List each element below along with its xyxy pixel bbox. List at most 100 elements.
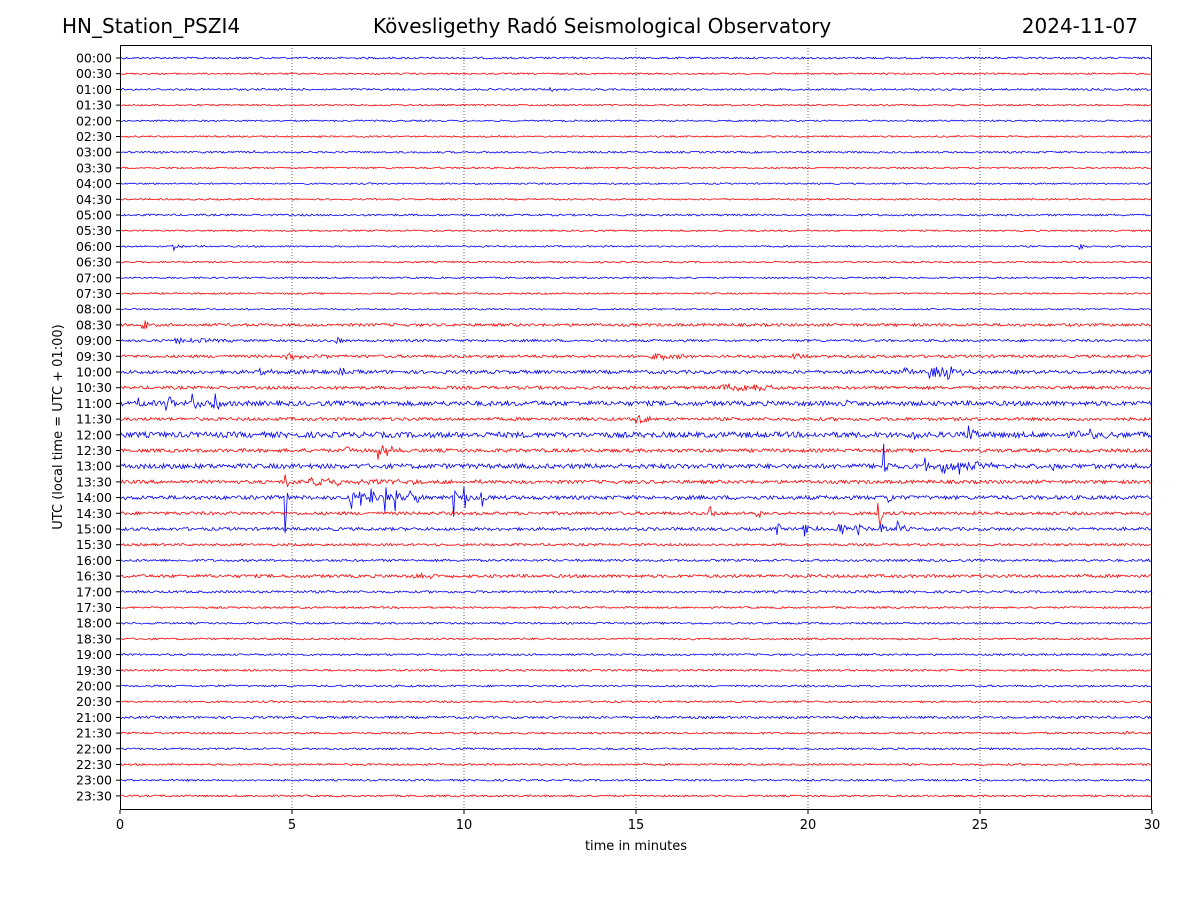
y-tick-label: 04:00 — [76, 176, 112, 191]
trace-line — [119, 166, 1153, 170]
station-name: HN_Station_PSZI4 — [62, 14, 241, 38]
trace-line — [119, 72, 1153, 76]
y-tick-label: 13:30 — [76, 474, 112, 489]
trace-line — [119, 56, 1153, 60]
y-tick-label: 00:30 — [76, 66, 112, 81]
trace-line — [119, 103, 1153, 107]
trace-line — [119, 621, 1153, 625]
y-tick-label: 15:00 — [76, 522, 112, 537]
trace-line — [119, 668, 1153, 672]
trace-line — [119, 762, 1153, 767]
trace-line — [119, 443, 1153, 475]
trace-line — [119, 292, 1153, 295]
x-axis-label: time in minutes — [585, 839, 687, 854]
trace-line — [119, 699, 1153, 704]
x-tick-label: 30 — [1144, 818, 1161, 833]
x-tick-label: 5 — [288, 818, 296, 833]
y-tick-label: 00:00 — [76, 51, 112, 66]
y-tick-label: 17:30 — [76, 600, 112, 615]
trace-line — [119, 730, 1152, 735]
trace-line — [119, 182, 1153, 186]
trace-line — [119, 589, 1153, 594]
trace-line — [120, 307, 1152, 311]
y-tick-label: 02:00 — [76, 113, 112, 128]
y-tick-label: 08:30 — [76, 317, 112, 332]
x-tick-label: 15 — [628, 818, 645, 833]
trace-line — [119, 558, 1153, 563]
y-tick-label: 04:30 — [76, 192, 112, 207]
trace-line — [119, 86, 1153, 92]
x-tick-label: 0 — [116, 818, 124, 833]
trace-line — [119, 197, 1153, 201]
trace-line — [119, 715, 1153, 720]
y-tick-label: 10:00 — [76, 365, 112, 380]
y-tick-label: 01:30 — [76, 98, 112, 113]
y-tick-label: 12:00 — [76, 427, 112, 442]
y-tick-label: 14:00 — [76, 490, 112, 505]
trace-line — [119, 414, 1153, 425]
y-tick-label: 01:00 — [76, 82, 112, 97]
trace-line — [119, 652, 1153, 657]
y-tick-label: 16:30 — [76, 569, 112, 584]
y-ticks: 00:0000:3001:0001:3002:0002:3003:0003:30… — [76, 51, 120, 803]
trace-line — [119, 336, 1153, 345]
trace-line — [119, 778, 1153, 782]
y-tick-label: 11:30 — [76, 412, 112, 427]
y-tick-label: 14:30 — [76, 506, 112, 521]
trace-line — [119, 519, 1153, 537]
trace-line — [120, 352, 1153, 362]
y-tick-label: 11:00 — [76, 396, 112, 411]
trace-line — [119, 794, 1153, 798]
y-tick-label: 07:00 — [76, 270, 112, 285]
trace-line — [119, 393, 1153, 411]
chart-title: Kövesligethy Radó Seismological Observat… — [373, 14, 832, 38]
trace-line — [119, 445, 1153, 460]
trace-line — [119, 747, 1152, 751]
y-tick-label: 08:00 — [76, 302, 112, 317]
trace-line — [119, 213, 1153, 217]
y-tick-label: 21:30 — [76, 726, 112, 741]
trace-line — [119, 229, 1152, 233]
y-tick-label: 06:30 — [76, 255, 112, 270]
trace-line — [119, 474, 1153, 488]
y-tick-label: 16:00 — [76, 553, 112, 568]
y-tick-label: 19:30 — [76, 663, 112, 678]
trace-line — [119, 486, 1153, 534]
y-tick-label: 21:00 — [76, 710, 112, 725]
y-tick-label: 13:00 — [76, 459, 112, 474]
trace-line — [119, 260, 1153, 264]
plot-frame — [120, 45, 1152, 810]
y-tick-label: 03:00 — [76, 145, 112, 160]
y-tick-label: 06:00 — [76, 239, 112, 254]
x-tick-label: 10 — [456, 818, 473, 833]
x-tick-label: 20 — [800, 818, 817, 833]
trace-line — [120, 276, 1153, 280]
date-label: 2024-11-07 — [1021, 14, 1138, 38]
y-tick-label: 20:30 — [76, 694, 112, 709]
trace-line — [119, 637, 1153, 641]
y-tick-label: 22:30 — [76, 757, 112, 772]
trace-group — [119, 56, 1153, 798]
y-tick-label: 03:30 — [76, 160, 112, 175]
y-tick-label: 12:30 — [76, 443, 112, 458]
trace-line — [119, 149, 1153, 154]
trace-line — [119, 383, 1153, 393]
y-tick-label: 23:00 — [76, 773, 112, 788]
y-tick-label: 22:00 — [76, 741, 112, 756]
trace-line — [119, 244, 1153, 252]
trace-line — [119, 605, 1153, 610]
y-tick-label: 19:00 — [76, 647, 112, 662]
trace-line — [119, 119, 1153, 123]
y-axis-label: UTC (local time = UTC + 01:00) — [51, 324, 66, 529]
trace-line — [119, 684, 1153, 688]
y-tick-label: 09:00 — [76, 333, 112, 348]
trace-line — [119, 320, 1153, 330]
y-tick-label: 17:00 — [76, 584, 112, 599]
x-tick-label: 25 — [972, 818, 989, 833]
trace-line — [119, 571, 1152, 580]
y-tick-label: 18:00 — [76, 616, 112, 631]
y-tick-label: 07:30 — [76, 286, 112, 301]
grid-lines — [291, 45, 981, 810]
trace-line — [119, 135, 1153, 138]
